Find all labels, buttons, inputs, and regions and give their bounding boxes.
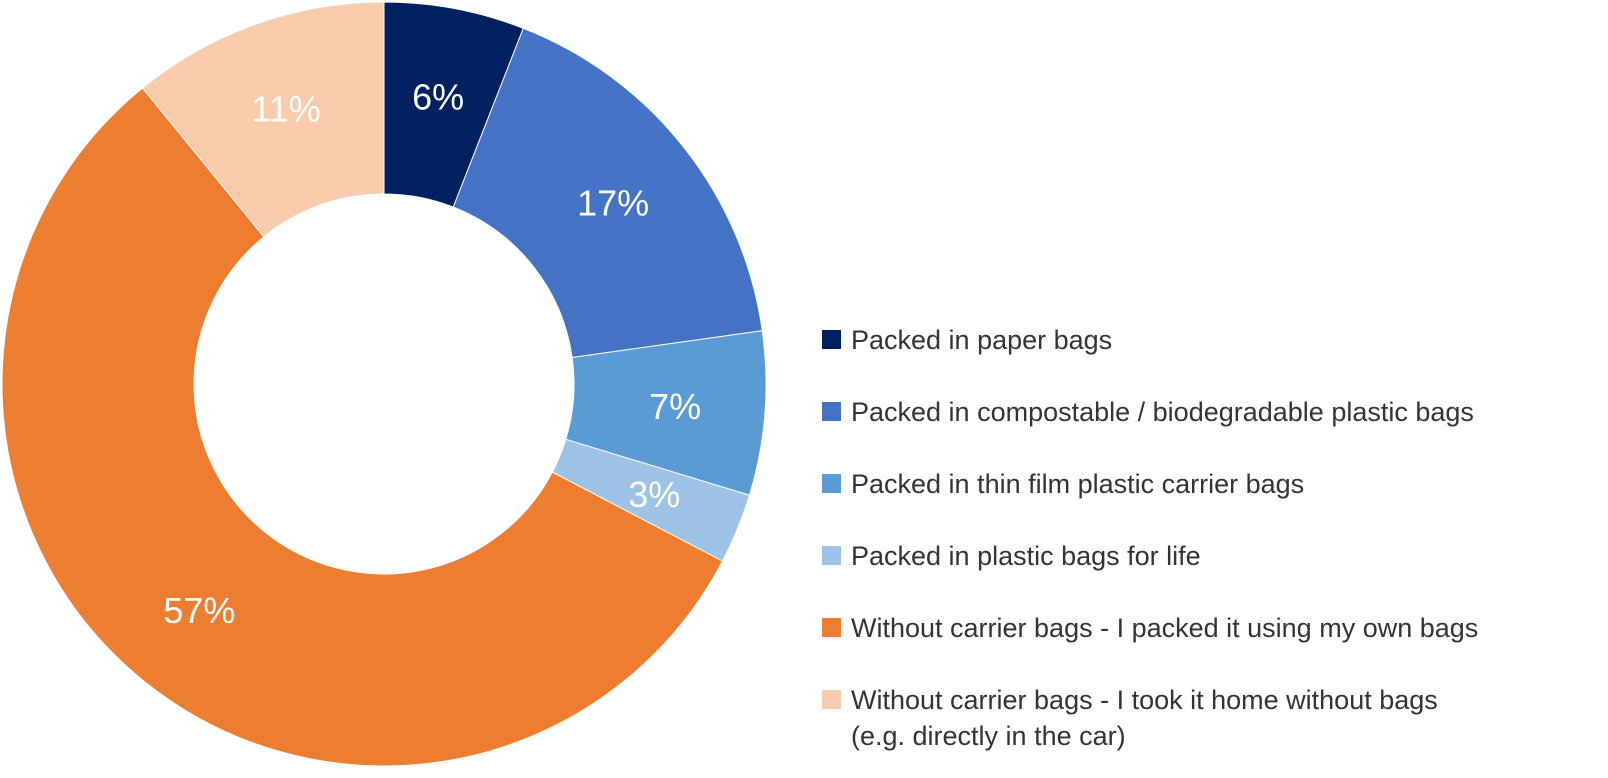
- legend-item-2: Packed in thin film plastic carrier bags: [822, 466, 1602, 538]
- legend-item-0: Packed in paper bags: [822, 322, 1602, 394]
- legend-item-3: Packed in plastic bags for life: [822, 538, 1602, 610]
- donut-slice-1: [452, 27, 763, 359]
- slice-label-1: 17%: [577, 182, 649, 223]
- slice-label-0: 6%: [412, 77, 464, 118]
- legend-label-0: Packed in paper bags: [851, 325, 1113, 355]
- legend-label-3: Packed in plastic bags for life: [851, 541, 1201, 571]
- legend-swatch-5: [822, 690, 841, 709]
- legend-label-5: Without carrier bags - I took it home wi…: [851, 685, 1438, 751]
- legend-swatch-4: [822, 618, 841, 637]
- donut-chart: 6% 17% 7% 3% 57% 11%: [0, 0, 780, 778]
- slice-label-5: 11%: [251, 88, 320, 129]
- legend-item-5: Without carrier bags - I took it home wi…: [822, 682, 1602, 754]
- chart-legend: Packed in paper bags Packed in compostabl…: [822, 322, 1602, 754]
- legend-item-1: Packed in compostable / biodegradable pl…: [822, 394, 1602, 466]
- slice-label-4: 57%: [163, 590, 235, 631]
- legend-label-1: Packed in compostable / biodegradable pl…: [851, 397, 1474, 427]
- legend-swatch-3: [822, 546, 841, 565]
- donut-chart-svg: 6% 17% 7% 3% 57% 11%: [1, 1, 767, 767]
- legend-swatch-2: [822, 474, 841, 493]
- slice-label-3: 3%: [628, 474, 680, 515]
- legend-label-2: Packed in thin film plastic carrier bags: [851, 469, 1305, 499]
- slice-label-2: 7%: [649, 386, 701, 427]
- legend-swatch-0: [822, 330, 841, 349]
- donut-slice-4: [1, 87, 724, 767]
- donut-slice-5: [141, 1, 385, 238]
- legend-item-4: Without carrier bags - I packed it using…: [822, 610, 1602, 682]
- legend-swatch-1: [822, 402, 841, 421]
- legend-label-4: Without carrier bags - I packed it using…: [851, 613, 1479, 643]
